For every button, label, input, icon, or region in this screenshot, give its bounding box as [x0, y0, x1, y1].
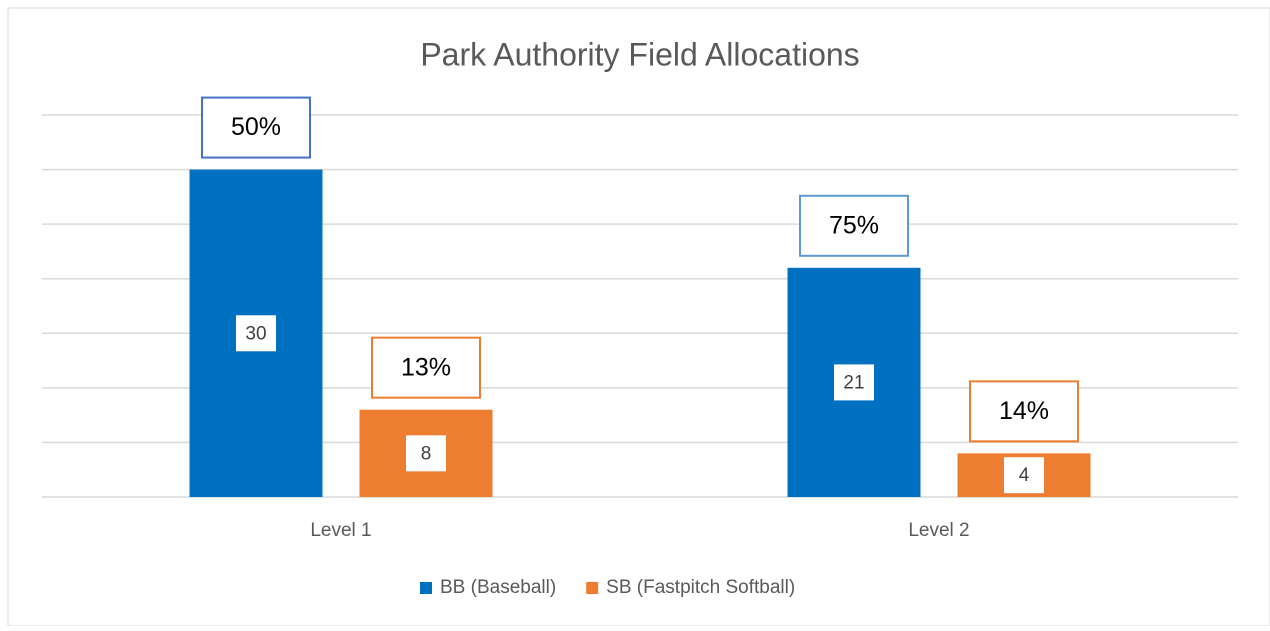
annotation-box: [969, 380, 1079, 443]
legend-swatch: [586, 582, 599, 594]
legend-label: SB (Fastpitch Softball): [606, 577, 795, 598]
data-label: 8: [421, 443, 432, 464]
data-label: 30: [245, 323, 266, 344]
annotation: 50%: [231, 113, 281, 141]
x-tick-label: Level 1: [310, 520, 371, 541]
data-label: 21: [843, 372, 864, 393]
legend-swatch: [420, 582, 432, 594]
x-tick-label: Level 2: [908, 520, 969, 541]
data-label-box: [1004, 457, 1044, 494]
annotation: 14%: [999, 397, 1049, 425]
annotation-box: [799, 194, 909, 257]
annotation-box: [371, 336, 481, 399]
data-label-box: [406, 435, 446, 472]
annotation-box: [201, 96, 311, 159]
data-label-box: [834, 364, 874, 401]
data-label: 4: [1019, 465, 1030, 486]
annotation: 75%: [829, 211, 879, 239]
chart-title: Park Authority Field Allocations: [420, 36, 859, 72]
legend-label: BB (Baseball): [440, 577, 556, 598]
annotation: 13%: [401, 353, 451, 381]
data-label-box: [236, 315, 276, 352]
